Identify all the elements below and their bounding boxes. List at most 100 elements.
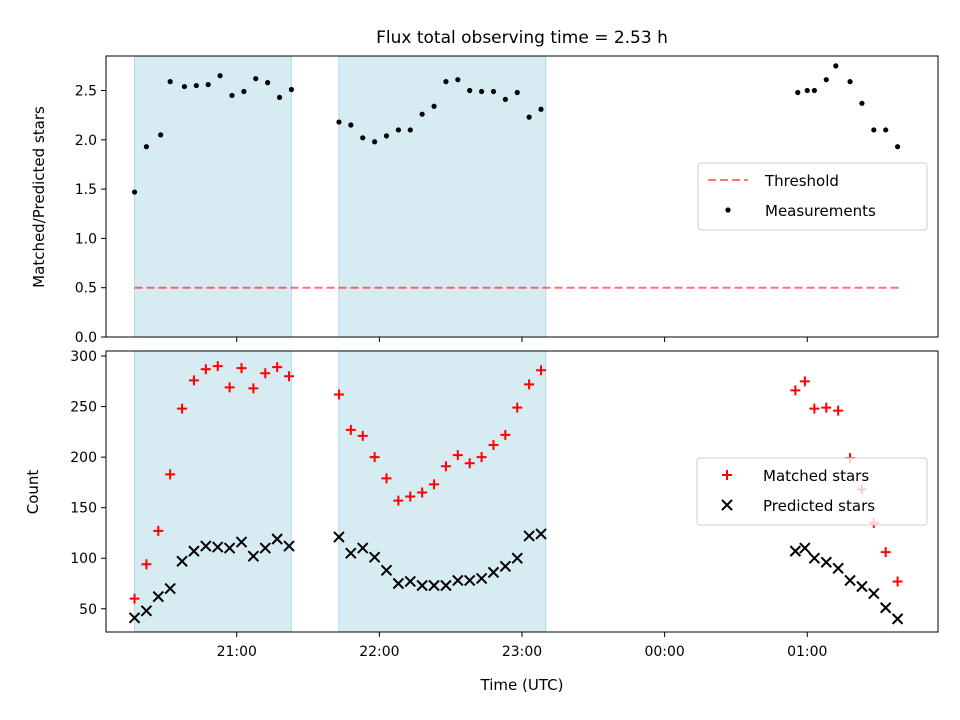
matched-stars-point — [333, 389, 344, 400]
matched-stars-point — [165, 469, 176, 480]
measurements-point — [407, 127, 413, 133]
measurements-point — [348, 122, 354, 128]
matched-stars-point — [272, 362, 283, 373]
x-tick-label: 23:00 — [502, 644, 542, 660]
matched-stars-point — [452, 450, 463, 461]
predicted-stars-point — [475, 572, 488, 585]
matched-stars-point — [153, 525, 164, 536]
predicted-stars-point — [879, 602, 892, 614]
y-tick-label: 2.0 — [75, 133, 97, 149]
measurements-point — [514, 89, 520, 96]
predicted-stars-point — [416, 579, 428, 592]
top-y-axis-label: Matched/Predicted stars — [30, 106, 48, 288]
predicted-stars-point — [259, 542, 271, 554]
matched-stars-point — [833, 405, 844, 416]
bottom-shaded-intervals — [134, 350, 547, 633]
measurements-point — [265, 80, 271, 86]
measurements-point — [431, 103, 437, 109]
measurements-point — [288, 86, 295, 93]
predicted-stars-point — [428, 579, 440, 592]
bottom-legend-box — [696, 457, 928, 526]
measurements-point — [336, 119, 342, 125]
predicted-stars-point — [345, 547, 357, 559]
predicted-stars-point — [789, 545, 802, 557]
measurements-point — [811, 87, 817, 94]
matched-stars-point — [212, 361, 223, 372]
measurements-point — [205, 81, 211, 88]
measurements-point — [804, 87, 810, 94]
predicted-stars-point — [247, 550, 260, 562]
top-legend-box — [697, 162, 928, 231]
legend-matched-stars-label: Matched stars — [763, 467, 869, 485]
matched-stars-point — [476, 452, 487, 463]
y-tick-label: 0.0 — [75, 330, 97, 346]
legend-predicted-stars-label: Predicted stars — [763, 497, 875, 515]
bottom-x-ticks: 21:00 22:00 23:00 00:00 01:00 — [217, 632, 827, 660]
measurements-point — [372, 139, 378, 145]
measurements-point — [217, 73, 223, 79]
bottom-panel: 21:00 22:00 23:00 00:00 01:00 50 100 150 200 250… — [24, 349, 939, 660]
top-legend: Threshold Measurements — [697, 162, 928, 231]
measurements-point — [502, 96, 508, 102]
predicted-stars-point — [380, 564, 393, 577]
matched-stars-point — [369, 452, 380, 463]
matched-stars-point — [381, 473, 392, 484]
matched-stars-point — [536, 365, 547, 376]
measurements-point — [143, 144, 150, 150]
matched-stars-point — [248, 383, 259, 394]
matched-stars-point — [357, 430, 368, 441]
y-tick-label: 2.5 — [75, 84, 97, 100]
predicted-stars-point — [235, 536, 248, 548]
matched-stars-point — [260, 368, 271, 379]
x-tick-label: 00:00 — [644, 644, 684, 660]
bottom-y-axis-label: Count — [24, 470, 42, 515]
legend-threshold-label: Threshold — [764, 172, 839, 190]
predicted-stars-point — [188, 545, 200, 557]
measurements-point — [229, 92, 235, 99]
x-axis-label: Time (UTC) — [480, 676, 564, 694]
chart-title: Flux total observing time = 2.53 h — [376, 28, 668, 48]
measurements-point — [467, 87, 473, 94]
y-tick-label: 300 — [70, 349, 97, 365]
measurements-point — [894, 144, 901, 150]
shaded-interval — [338, 55, 547, 338]
predicted-stars-point — [820, 556, 832, 568]
measurements-point — [443, 79, 449, 85]
predicted-stars-point — [212, 541, 224, 553]
matched-stars-point — [488, 440, 499, 451]
predicted-stars-point — [176, 555, 188, 567]
measurements-point — [847, 79, 853, 85]
measurements-point — [158, 132, 164, 138]
predicted-stars-point — [283, 540, 295, 552]
measurements-point — [883, 127, 889, 133]
predicted-stars-point — [463, 574, 476, 587]
y-tick-label: 100 — [70, 551, 97, 567]
predicted-stars-point — [164, 582, 176, 595]
matched-stars-point — [177, 403, 188, 414]
matched-stars-point — [892, 576, 903, 587]
matched-stars-point — [464, 458, 475, 469]
predicted-stars-point — [223, 542, 236, 554]
matched-stars-point — [345, 424, 356, 435]
legend-predicted-stars-swatch — [721, 499, 733, 511]
predicted-stars-point — [868, 587, 880, 600]
measurements-point — [859, 100, 865, 106]
matched-stars-point — [129, 593, 140, 604]
measurements-points — [131, 63, 901, 195]
measurements-point — [823, 77, 829, 83]
bottom-points — [128, 361, 904, 625]
predicted-stars-point — [844, 574, 856, 587]
measurements-point — [795, 89, 801, 96]
measurements-point — [193, 82, 199, 89]
y-tick-label: 1.5 — [75, 182, 97, 198]
measurements-point — [276, 94, 283, 101]
measurements-point — [478, 88, 485, 95]
measurements-point — [455, 77, 461, 83]
predicted-stars-point — [499, 560, 512, 573]
matched-stars-point — [141, 559, 152, 570]
bottom-legend: Matched stars Predicted stars — [696, 457, 928, 526]
predicted-stars-point — [891, 613, 904, 625]
predicted-stars-point — [440, 579, 452, 592]
shaded-interval — [134, 350, 292, 633]
